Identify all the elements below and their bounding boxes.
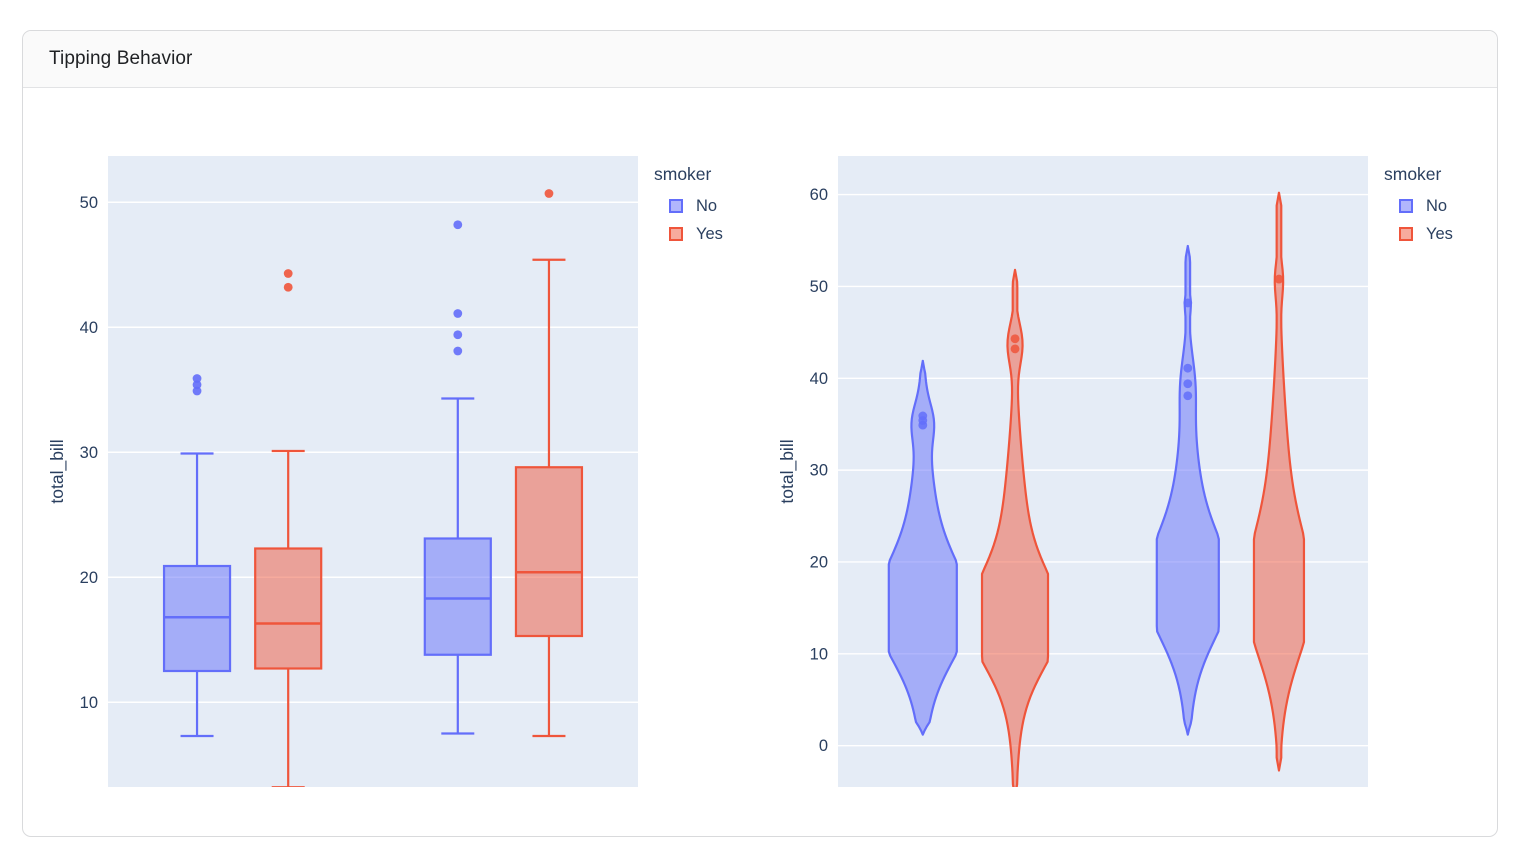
- card-title: Tipping Behavior: [49, 48, 193, 69]
- y-tick-label: 30: [810, 462, 828, 480]
- violin[interactable]: [1252, 191, 1306, 772]
- y-axis-title: total_bill: [777, 439, 798, 503]
- legend-swatch-yes: [1399, 227, 1413, 241]
- legend-item-yes[interactable]: Yes: [654, 220, 723, 248]
- violin[interactable]: [1155, 244, 1220, 736]
- violin-point[interactable]: [918, 411, 928, 421]
- box-plot-svg[interactable]: 10 20 30 40 50 total_bill: [41, 151, 771, 811]
- violin-point[interactable]: [1010, 334, 1020, 344]
- outlier-point[interactable]: [283, 282, 293, 292]
- violin-point[interactable]: [1274, 274, 1284, 284]
- tipping-behavior-card: Tipping Behavior 10 20 30 40 50 total_bill sm…: [22, 30, 1498, 837]
- outlier-point[interactable]: [453, 309, 463, 318]
- legend-swatch-no: [1399, 199, 1413, 213]
- legend-title: smoker: [654, 164, 712, 184]
- violin-series-yes[interactable]: [980, 191, 1306, 797]
- legend-label-yes: Yes: [696, 224, 723, 243]
- outlier-point[interactable]: [544, 189, 554, 198]
- legend-item-yes[interactable]: Yes: [1384, 220, 1453, 248]
- violin-chart-legend: smoker No Yes: [1384, 164, 1453, 248]
- legend-swatch-no: [669, 199, 683, 213]
- y-axis-title: total_bill: [47, 439, 68, 503]
- outlier-point[interactable]: [283, 269, 293, 278]
- violin[interactable]: [980, 268, 1050, 796]
- violin-point[interactable]: [1183, 379, 1193, 389]
- box-series-no[interactable]: [162, 220, 492, 738]
- violin-series-no[interactable]: [887, 244, 1220, 736]
- y-tick-label: 30: [80, 444, 98, 462]
- legend-item-no[interactable]: No: [1384, 192, 1453, 220]
- outlier-point[interactable]: [453, 330, 463, 340]
- violin[interactable]: [887, 359, 958, 736]
- box[interactable]: [514, 466, 584, 638]
- violin-point[interactable]: [1010, 344, 1020, 354]
- legend-label-yes: Yes: [1426, 224, 1453, 243]
- violin-plot-svg[interactable]: 0 10 20 30 40 50 60 total_bill: [771, 151, 1501, 811]
- violin-point[interactable]: [1183, 298, 1193, 308]
- y-tick-label: 20: [810, 553, 828, 571]
- box[interactable]: [423, 537, 492, 656]
- legend-item-no[interactable]: No: [654, 192, 723, 220]
- outlier-point[interactable]: [453, 220, 463, 230]
- card-header: Tipping Behavior: [23, 31, 1497, 88]
- y-tick-label: 20: [80, 569, 98, 587]
- legend-label-no: No: [696, 196, 718, 215]
- y-tick-label: 40: [810, 370, 828, 388]
- legend-title: smoker: [1384, 164, 1442, 184]
- y-tick-label: 10: [810, 645, 828, 663]
- y-tick-label: 10: [80, 694, 98, 712]
- outlier-point[interactable]: [453, 346, 463, 356]
- box-chart-legend: smoker No Yes: [654, 164, 723, 248]
- box[interactable]: [254, 547, 323, 670]
- outlier-point[interactable]: [192, 374, 202, 383]
- outlier-point[interactable]: [192, 386, 202, 396]
- violin-point[interactable]: [1183, 363, 1193, 373]
- violin-plot-chart[interactable]: 0 10 20 30 40 50 60 total_bill smoker No Yes: [771, 151, 1501, 811]
- box-series-yes[interactable]: [254, 189, 584, 787]
- y-tick-label: 50: [80, 194, 98, 212]
- y-tick-label: 60: [810, 186, 828, 204]
- y-tick-label: 50: [810, 278, 828, 296]
- legend-swatch-yes: [669, 227, 683, 241]
- y-tick-label: 0: [819, 737, 828, 755]
- legend-label-no: No: [1426, 196, 1448, 215]
- box-plot-chart[interactable]: 10 20 30 40 50 total_bill smoker No Yes: [41, 151, 771, 811]
- outlier-point[interactable]: [192, 380, 202, 390]
- y-tick-label: 40: [80, 319, 98, 337]
- violin-point[interactable]: [1183, 391, 1193, 401]
